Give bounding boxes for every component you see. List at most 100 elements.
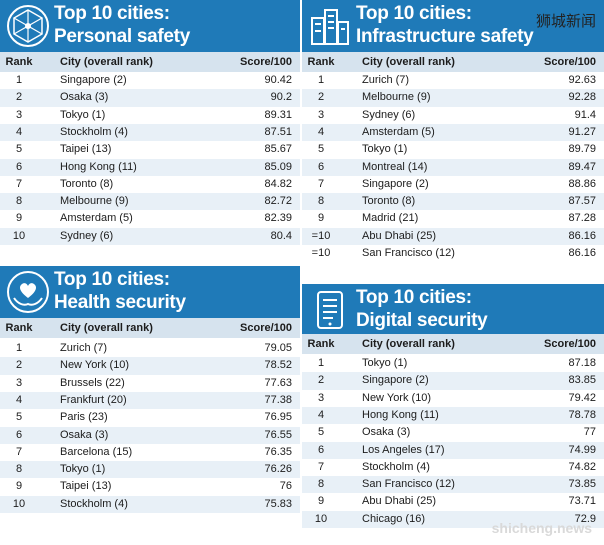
city-cell: Toronto (8) bbox=[362, 195, 416, 208]
city-cell: Singapore (2) bbox=[60, 74, 127, 86]
watermark-bottom: shicheng.news bbox=[491, 520, 592, 536]
score-cell: 87.28 bbox=[568, 212, 596, 225]
table-row: 3 Sydney (6) 91.4 bbox=[302, 106, 604, 124]
score-cell: 77.63 bbox=[264, 376, 292, 389]
panel-subtitle: Health security bbox=[54, 292, 186, 313]
score-cell: 77 bbox=[583, 426, 596, 439]
city-cell: New York (10) bbox=[362, 391, 432, 404]
table-row: 4 Hong Kong (11) 78.78 bbox=[302, 406, 604, 425]
rank-cell: 3 bbox=[15, 376, 23, 389]
rank-cell: 8 bbox=[317, 195, 325, 208]
rank-cell: 2 bbox=[15, 91, 23, 104]
table-row: 4 Stockholm (4) 87.51 bbox=[0, 123, 300, 142]
table-row: 6 Los Angeles (17) 74.99 bbox=[302, 441, 604, 459]
rank-cell: 5 bbox=[15, 143, 23, 156]
score-cell: 90.2 bbox=[270, 91, 292, 104]
score-cell: 91.27 bbox=[568, 125, 596, 138]
score-cell: 76.26 bbox=[264, 463, 292, 476]
rank-cell: 9 bbox=[317, 212, 325, 225]
city-cell: Taipei (13) bbox=[60, 143, 112, 156]
table-row: 6 Hong Kong (11) 85.09 bbox=[0, 158, 300, 176]
rank-cell: 2 bbox=[15, 359, 23, 372]
city-cell: Zurich (7) bbox=[60, 342, 108, 354]
city-cell: Tokyo (1) bbox=[60, 108, 106, 121]
city-cell: Singapore (2) bbox=[362, 177, 429, 190]
rank-cell: =10 bbox=[311, 247, 331, 259]
table-row: 8 San Francisco (12) 73.85 bbox=[302, 476, 604, 494]
city-cell: Melbourne (9) bbox=[60, 195, 129, 208]
score-cell: 90.42 bbox=[264, 74, 292, 86]
table-row: 10 Chicago (16) 72.9 bbox=[302, 510, 604, 528]
city-cell: Osaka (3) bbox=[60, 91, 109, 104]
rank-cell: 1 bbox=[317, 74, 325, 86]
score-cell: 76 bbox=[279, 480, 292, 493]
rank-cell: 9 bbox=[15, 480, 23, 493]
table-row: 8 Melbourne (9) 82.72 bbox=[0, 193, 300, 211]
score-cell: 82.72 bbox=[264, 195, 292, 208]
city-cell: Abu Dhabi (25) bbox=[362, 495, 436, 508]
col-city: City (overall rank) bbox=[362, 338, 455, 350]
table-row: 2 Singapore (2) 83.85 bbox=[302, 372, 604, 390]
panel-title: Top 10 cities: bbox=[54, 3, 170, 24]
score-cell: 80.4 bbox=[270, 229, 292, 242]
score-cell: 78.52 bbox=[264, 359, 292, 372]
score-cell: 92.28 bbox=[568, 91, 596, 104]
city-cell: Osaka (3) bbox=[362, 426, 411, 439]
table-row: 9 Madrid (21) 87.28 bbox=[302, 210, 604, 228]
city-cell: Hong Kong (11) bbox=[362, 408, 439, 421]
city-cell: Hong Kong (11) bbox=[60, 160, 137, 173]
score-cell: 74.82 bbox=[568, 460, 596, 473]
panel-subtitle: Digital security bbox=[356, 310, 488, 331]
city-cell: Toronto (8) bbox=[60, 177, 114, 190]
table-row: 7 Stockholm (4) 74.82 bbox=[302, 458, 604, 477]
city-cell: Stockholm (4) bbox=[60, 497, 128, 510]
rank-cell: 9 bbox=[15, 212, 23, 225]
rank-cell: 5 bbox=[317, 143, 325, 156]
table-row: 7 Singapore (2) 88.86 bbox=[302, 175, 604, 194]
rank-cell: 6 bbox=[15, 160, 23, 173]
rank-cell: 10 bbox=[12, 497, 26, 510]
table-row: 5 Paris (23) 76.95 bbox=[0, 409, 300, 427]
rank-cell: 1 bbox=[15, 342, 23, 354]
rank-cell: 4 bbox=[317, 125, 325, 138]
rank-cell: 10 bbox=[314, 512, 328, 525]
city-cell: Stockholm (4) bbox=[60, 125, 128, 138]
city-cell: Brussels (22) bbox=[60, 376, 125, 389]
panel-digital-security: Top 10 cities: Digital security Rank Cit… bbox=[302, 284, 604, 545]
panel-subtitle: Infrastructure safety bbox=[356, 26, 534, 47]
score-cell: 87.18 bbox=[568, 357, 596, 369]
table-row: 6 Osaka (3) 76.55 bbox=[0, 426, 300, 444]
score-cell: 92.63 bbox=[568, 74, 596, 86]
rank-cell: 10 bbox=[12, 229, 26, 242]
col-score: Score/100 bbox=[240, 56, 292, 68]
score-cell: 91.4 bbox=[574, 108, 596, 121]
rank-cell: 7 bbox=[15, 445, 23, 458]
city-cell: Paris (23) bbox=[60, 411, 108, 424]
rank-cell: 3 bbox=[317, 108, 325, 121]
city-cell: Sydney (6) bbox=[362, 108, 416, 121]
city-cell: Barcelona (15) bbox=[60, 445, 133, 458]
table-row: 5 Osaka (3) 77 bbox=[302, 424, 604, 442]
rank-cell: 4 bbox=[15, 125, 23, 138]
col-rank: Rank bbox=[5, 322, 33, 334]
column-header-row: Rank City (overall rank) Score/100 bbox=[0, 318, 300, 338]
table-row: 1 Zurich (7) 79.05 bbox=[0, 340, 300, 358]
col-city: City (overall rank) bbox=[60, 56, 153, 68]
table-row: 1 Tokyo (1) 87.18 bbox=[302, 355, 604, 373]
col-score: Score/100 bbox=[544, 56, 596, 68]
city-cell: Madrid (21) bbox=[362, 212, 419, 225]
rank-cell: =10 bbox=[311, 229, 331, 242]
column-header-row: Rank City (overall rank) Score/100 bbox=[0, 52, 300, 72]
panel-subtitle: Personal safety bbox=[54, 26, 190, 47]
score-cell: 86.16 bbox=[568, 229, 596, 242]
city-cell: New York (10) bbox=[60, 359, 130, 372]
score-cell: 86.16 bbox=[568, 247, 596, 259]
panel-infrastructure-safety: Top 10 cities: Infrastructure safety Ran… bbox=[302, 0, 604, 284]
score-cell: 73.85 bbox=[568, 478, 596, 491]
rank-cell: 3 bbox=[317, 391, 325, 404]
heart-hands-icon bbox=[7, 271, 49, 313]
col-score: Score/100 bbox=[544, 338, 596, 350]
table-row: 7 Barcelona (15) 76.35 bbox=[0, 443, 300, 462]
col-score: Score/100 bbox=[240, 322, 292, 334]
city-cell: Tokyo (1) bbox=[362, 357, 408, 369]
